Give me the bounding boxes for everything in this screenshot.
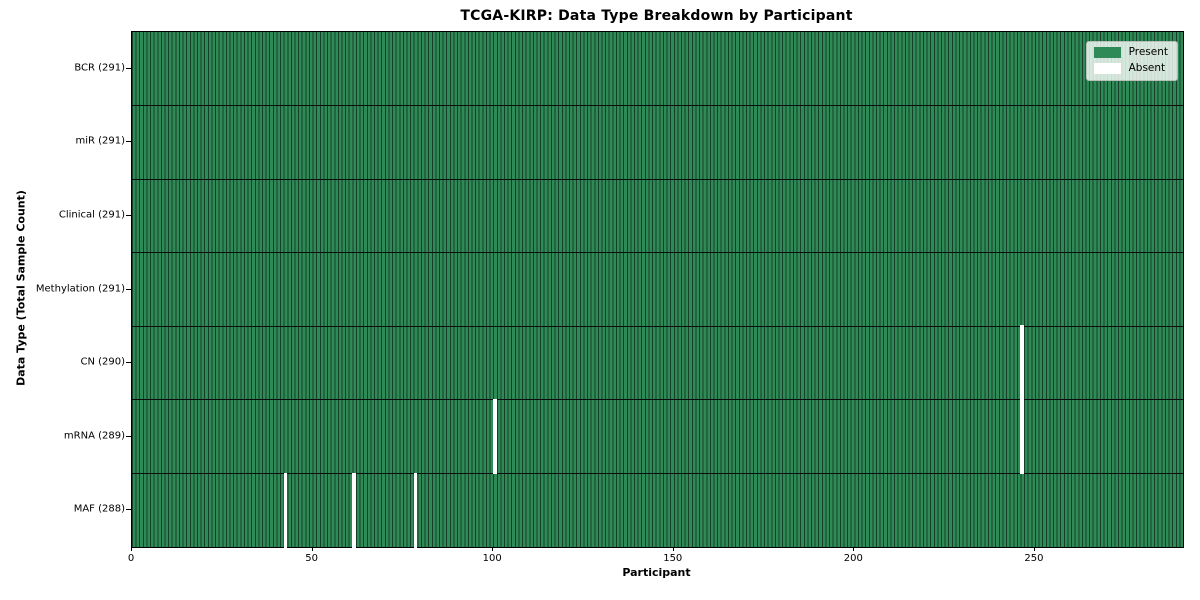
x-tick-label-250: 250	[1024, 553, 1044, 564]
x-tick-label-200: 200	[843, 553, 863, 564]
row-divider	[132, 472, 1183, 474]
x-tick-mark	[1033, 547, 1035, 551]
y-tick-mark	[126, 362, 131, 364]
y-tick-label-clinical: Clinical (291)	[58, 209, 125, 221]
y-tick-mark	[126, 141, 131, 143]
legend-label: Absent	[1128, 62, 1166, 75]
y-tick-mark	[126, 435, 131, 437]
y-tick-mark	[126, 288, 131, 290]
legend-item-absent: Absent	[1093, 62, 1168, 75]
absent-cell-mrna-100	[493, 399, 497, 475]
y-tick-mark	[126, 509, 131, 511]
y-tick-label-bcr: BCR (291)	[74, 62, 125, 74]
legend-label: Present	[1128, 46, 1168, 59]
x-axis: 0 50 100 150 200 250	[127, 547, 1182, 577]
legend-item-present: Present	[1093, 46, 1168, 59]
row-divider	[132, 399, 1183, 401]
heatmap-row-mrna	[132, 399, 1183, 475]
absent-cell-maf-42	[283, 472, 288, 548]
row-divider	[132, 178, 1183, 180]
y-tick-mark	[126, 67, 131, 69]
y-tick-label-maf: MAF (288)	[73, 503, 125, 515]
y-tick-mark	[126, 214, 131, 216]
heatmap-row-bcr	[132, 32, 1183, 106]
y-tick-label-methylation: Methylation (291)	[35, 283, 125, 294]
x-tick-mark	[131, 547, 132, 551]
x-tick-mark	[853, 547, 855, 551]
y-tick-label-mrna: mRNA (289)	[63, 430, 125, 442]
absent-cell-mrna-246	[1020, 399, 1025, 475]
heatmap-row-methylation	[132, 252, 1183, 327]
heatmap-row-clinical	[132, 179, 1183, 253]
row-divider	[132, 252, 1183, 254]
heatmap-row-cn	[132, 325, 1183, 401]
y-tick-label-cn: CN (290)	[80, 356, 125, 368]
row-divider	[132, 325, 1183, 327]
row-divider	[132, 105, 1183, 107]
x-tick-label-100: 100	[482, 553, 502, 564]
absent-cell-maf-78	[413, 472, 418, 548]
x-tick-label-150: 150	[663, 553, 683, 564]
y-tick-label-mir: miR (291)	[75, 135, 125, 147]
x-tick-mark	[311, 547, 313, 551]
heatmap-row-maf	[132, 472, 1183, 548]
plot-area: Present Absent	[131, 31, 1184, 548]
legend: Present Absent	[1085, 41, 1178, 81]
x-tick-mark	[672, 547, 674, 551]
x-tick-label-0: 0	[127, 553, 135, 564]
legend-swatch-present	[1093, 47, 1121, 58]
heatmap-row-mir	[132, 105, 1183, 180]
absent-cell-maf-61	[352, 472, 356, 548]
absent-cell-cn-246	[1020, 325, 1025, 401]
x-axis-label: Participant	[622, 566, 691, 579]
x-tick-mark	[492, 547, 494, 551]
x-tick-label-50: 50	[305, 553, 318, 564]
chart-title: TCGA-KIRP: Data Type Breakdown by Partic…	[460, 8, 853, 24]
legend-swatch-absent	[1093, 63, 1121, 74]
